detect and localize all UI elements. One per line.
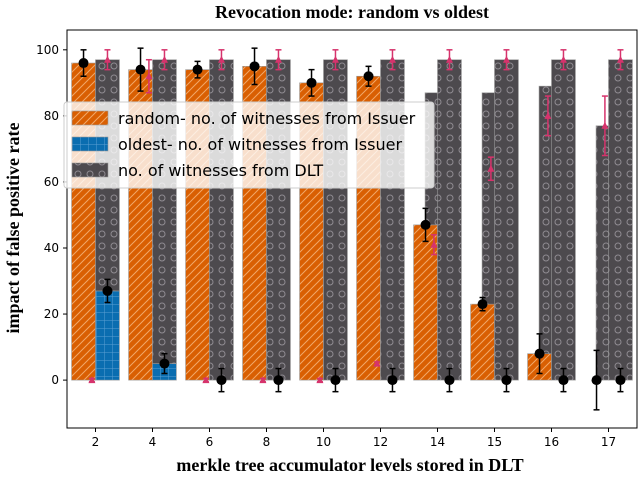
legend-label: no. of witnesses from DLT [118, 161, 323, 180]
point-random [534, 348, 545, 359]
point-random [591, 375, 602, 386]
bar-random [470, 303, 495, 381]
point-oldest [216, 375, 227, 386]
point-random [135, 64, 146, 75]
point-random [363, 71, 374, 82]
legend-box [63, 101, 435, 189]
point-dlt-overlay [202, 376, 210, 384]
bar-dlt [494, 59, 519, 381]
x-axis-label: merkle tree accumulator levels stored in… [176, 455, 523, 475]
y-axis-label: impact of false positive rate [3, 123, 23, 334]
point-dlt [388, 55, 396, 63]
point-dlt [331, 55, 339, 63]
chart-title: Revocation mode: random vs oldest [215, 2, 489, 22]
point-dlt [274, 55, 282, 63]
point-oldest [387, 375, 398, 386]
x-tick-label: 10 [316, 435, 331, 449]
point-dlt-overlay [544, 111, 552, 119]
point-oldest [102, 285, 113, 296]
x-tick-label: 2 [92, 435, 100, 449]
x-tick-label: 12 [373, 435, 388, 449]
x-tick-label: 15 [487, 435, 502, 449]
point-random [249, 61, 260, 72]
point-dlt [103, 55, 111, 63]
x-tick-label: 6 [206, 435, 214, 449]
axes-frame [66, 29, 638, 429]
point-dlt-overlay [88, 376, 96, 384]
x-tick-label: 17 [601, 435, 616, 449]
bar-dlt [551, 59, 576, 381]
point-random [477, 299, 488, 310]
point-dlt [445, 55, 453, 63]
point-oldest [558, 375, 569, 386]
point-dlt [616, 55, 624, 63]
y-tick-label: 80 [44, 109, 59, 123]
y-tick-label: 40 [44, 241, 59, 255]
legend-swatch-oldest [71, 136, 109, 152]
x-tick-label: 16 [544, 435, 559, 449]
point-oldest [615, 375, 626, 386]
x-tick-label: 14 [430, 435, 445, 449]
legend: random- no. of witnesses from Issuer olde… [63, 101, 435, 189]
plot-area: 2 4 6 8 10 12 14 15 16 17 0 20 40 60 80 100 [36, 29, 638, 449]
y-tick-label: 60 [44, 175, 59, 189]
y-tick-label: 0 [51, 373, 59, 387]
x-tick-label: 8 [263, 435, 271, 449]
point-oldest [159, 358, 170, 369]
bar-oldest [95, 290, 120, 381]
point-dlt-overlay [487, 164, 495, 172]
y-tick-label: 20 [44, 307, 59, 321]
bar-dlt [608, 59, 633, 381]
legend-label: oldest- no. of witnesses from Issuer [118, 135, 402, 154]
point-oldest [273, 375, 284, 386]
legend-swatch-random [71, 110, 109, 126]
point-dlt [217, 55, 225, 63]
point-dlt-overlay [373, 359, 381, 367]
x-tick-label: 4 [149, 435, 157, 449]
point-dlt-overlay [430, 240, 438, 248]
point-oldest [330, 375, 341, 386]
point-random [420, 219, 431, 230]
point-dlt [160, 55, 168, 63]
bar-dlt-left [538, 85, 553, 354]
point-dlt-overlay [601, 121, 609, 129]
legend-swatch-dlt [71, 162, 109, 178]
point-random [78, 58, 89, 69]
point-random [192, 64, 203, 75]
point-oldest [501, 375, 512, 386]
bar-dlt-left [595, 125, 610, 381]
bar-dlt [437, 59, 462, 381]
point-dlt-overlay [145, 72, 153, 80]
y-tick-label: 100 [36, 43, 59, 57]
point-dlt-overlay [259, 376, 267, 384]
point-random [306, 77, 317, 88]
point-oldest [444, 375, 455, 386]
point-dlt [502, 55, 510, 63]
point-dlt [559, 55, 567, 63]
bar-dlt-left [481, 92, 496, 305]
legend-label: random- no. of witnesses from Issuer [118, 109, 416, 128]
point-dlt-overlay [316, 376, 324, 384]
